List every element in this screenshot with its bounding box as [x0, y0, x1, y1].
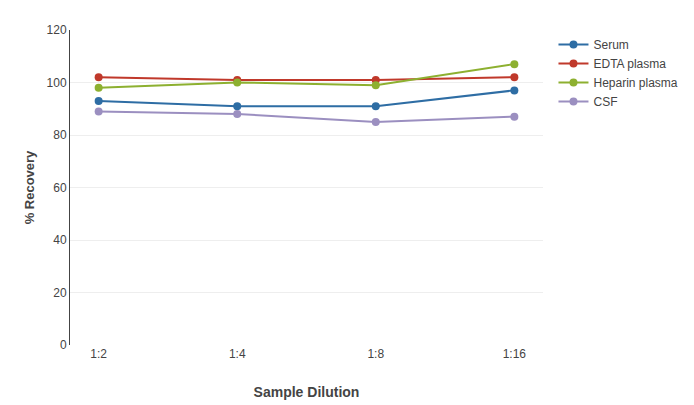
svg-text:120: 120 — [47, 23, 67, 37]
svg-text:40: 40 — [53, 233, 67, 247]
svg-text:Sample Dilution: Sample Dilution — [254, 384, 360, 400]
svg-text:0: 0 — [60, 338, 67, 352]
svg-text:1:16: 1:16 — [503, 347, 527, 361]
svg-text:Serum: Serum — [593, 38, 628, 52]
svg-text:% Recovery: % Recovery — [22, 150, 37, 224]
svg-text:60: 60 — [53, 181, 67, 195]
svg-text:1:2: 1:2 — [90, 347, 107, 361]
svg-text:EDTA plasma: EDTA plasma — [593, 57, 666, 71]
svg-text:80: 80 — [53, 128, 67, 142]
svg-text:Heparin plasma: Heparin plasma — [593, 76, 677, 90]
svg-text:1:8: 1:8 — [367, 347, 384, 361]
svg-text:1:4: 1:4 — [229, 347, 246, 361]
svg-text:20: 20 — [53, 286, 67, 300]
svg-text:100: 100 — [47, 76, 67, 90]
svg-text:CSF: CSF — [593, 95, 617, 109]
